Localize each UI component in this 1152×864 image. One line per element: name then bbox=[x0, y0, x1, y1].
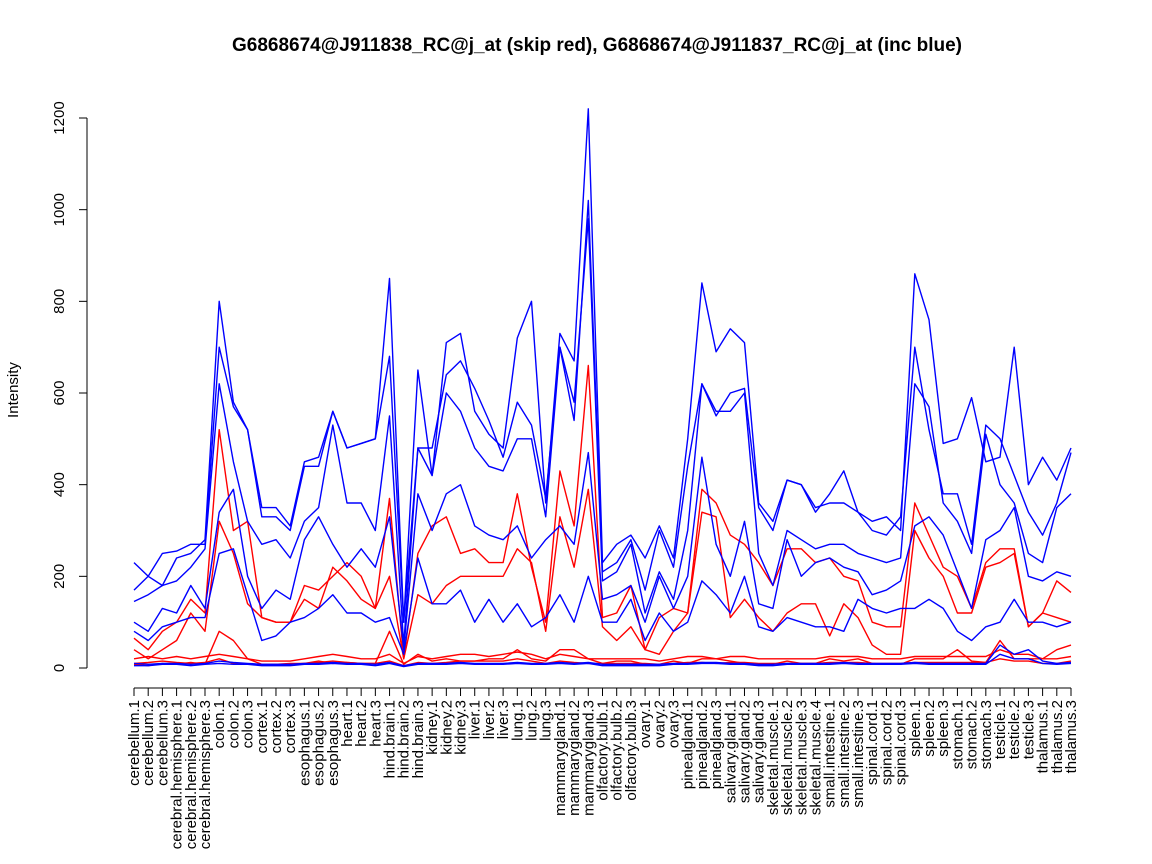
x-tick-label: heart.3 bbox=[367, 700, 384, 747]
x-tick-label: spleen.3 bbox=[935, 700, 952, 757]
x-tick-label: testicle.3 bbox=[1020, 700, 1037, 759]
x-tick-label: mammarygland.1 bbox=[552, 700, 569, 816]
y-tick-label: 0 bbox=[51, 664, 68, 672]
x-tick-label: kidney.2 bbox=[438, 700, 455, 755]
y-tick-label: 400 bbox=[51, 472, 68, 497]
x-tick-label: lung.3 bbox=[538, 700, 555, 741]
x-tick-label: lung.1 bbox=[509, 700, 526, 741]
series-line-inc-11 bbox=[133, 644, 1072, 667]
x-tick-label: cerebral.hemisphere.2 bbox=[183, 700, 200, 849]
x-tick-label: salivary.gland.2 bbox=[736, 700, 753, 803]
x-tick-label: salivary.gland.3 bbox=[751, 700, 768, 803]
y-axis-label: Intensity bbox=[5, 362, 22, 418]
y-tick-label: 1200 bbox=[51, 101, 68, 134]
x-tick-label: spleen.2 bbox=[921, 700, 938, 757]
x-tick-label: cerebellum.2 bbox=[140, 700, 157, 786]
series-line-skip-5 bbox=[133, 630, 1072, 667]
x-tick-label: cortex.3 bbox=[282, 700, 299, 753]
x-tick-label: esophagus.3 bbox=[325, 700, 342, 786]
x-tick-label: pinealgland.3 bbox=[708, 700, 725, 789]
x-tick-label: cerebellum.3 bbox=[154, 700, 171, 786]
series-line-skip-4 bbox=[133, 364, 1072, 660]
x-tick-label: olfactory.bulb.2 bbox=[609, 700, 626, 801]
series-line-inc-8 bbox=[133, 218, 1072, 646]
x-tick-label: hind.brain.3 bbox=[410, 700, 427, 778]
x-tick-label: small.intestine.2 bbox=[836, 700, 853, 808]
x-tick-label: skeletal.muscle.2 bbox=[779, 700, 796, 815]
x-tick-label: small.intestine.3 bbox=[850, 700, 867, 808]
y-axis: 0 200 400 600 800 1000 1200 bbox=[51, 101, 88, 672]
x-tick-label: spinal.cord.3 bbox=[893, 700, 910, 785]
x-tick-label: colon.2 bbox=[225, 700, 242, 748]
x-tick-label: colon.1 bbox=[211, 700, 228, 748]
x-tick-label: olfactory.bulb.3 bbox=[623, 700, 640, 801]
x-tick-label: spinal.cord.1 bbox=[864, 700, 881, 785]
chart-title: G6868674@J911838_RC@j_at (skip red), G68… bbox=[232, 35, 962, 56]
x-tick-label: heart.1 bbox=[339, 700, 356, 747]
x-tick-label: stomach.2 bbox=[964, 700, 981, 769]
series-line-inc-12 bbox=[134, 653, 1072, 668]
y-tick-label: 800 bbox=[51, 289, 68, 314]
x-tick-label: cortex.1 bbox=[254, 700, 271, 753]
x-tick-label: kidney.3 bbox=[453, 700, 470, 755]
x-tick-label: pinealgland.1 bbox=[680, 700, 697, 789]
series-line-inc-6 bbox=[133, 108, 1072, 623]
x-tick-label: lung.2 bbox=[524, 700, 541, 741]
series-layer bbox=[133, 108, 1072, 668]
x-tick-label: small.intestine.1 bbox=[822, 700, 839, 808]
x-tick-label: cerebral.hemisphere.3 bbox=[197, 700, 214, 849]
x-tick-label: mammarygland.2 bbox=[566, 700, 583, 816]
y-tick-label: 1000 bbox=[51, 193, 68, 226]
x-tick-label: esophagus.2 bbox=[311, 700, 328, 786]
x-tick-label: skeletal.muscle.4 bbox=[807, 700, 824, 815]
y-tick-label: 600 bbox=[51, 380, 68, 405]
series-line-inc-9 bbox=[133, 451, 1072, 651]
x-tick-label: spinal.cord.2 bbox=[878, 700, 895, 785]
x-axis: cerebellum.1cerebellum.2cerebellum.3cere… bbox=[126, 687, 1080, 849]
x-tick-label: hind.brain.1 bbox=[382, 700, 399, 778]
x-tick-label: ovary.1 bbox=[637, 700, 654, 748]
x-tick-label: skeletal.muscle.3 bbox=[793, 700, 810, 815]
x-tick-label: liver.1 bbox=[467, 700, 484, 739]
x-tick-label: mammarygland.3 bbox=[580, 700, 597, 816]
x-tick-label: colon.3 bbox=[240, 700, 257, 748]
x-tick-label: salivary.gland.1 bbox=[722, 700, 739, 803]
x-tick-label: cerebellum.1 bbox=[126, 700, 143, 786]
x-tick-label: thalamus.3 bbox=[1063, 700, 1080, 773]
y-tick-label: 200 bbox=[51, 564, 68, 589]
x-tick-label: ovary.3 bbox=[665, 700, 682, 748]
x-tick-label: testicle.1 bbox=[992, 700, 1009, 759]
x-tick-label: stomach.1 bbox=[949, 700, 966, 769]
x-tick-label: kidney.1 bbox=[424, 700, 441, 755]
x-tick-label: thalamus.1 bbox=[1035, 700, 1052, 773]
x-tick-label: ovary.2 bbox=[651, 700, 668, 748]
series-line-inc-10 bbox=[133, 548, 1072, 655]
x-tick-label: hind.brain.2 bbox=[396, 700, 413, 778]
x-tick-label: thalamus.2 bbox=[1049, 700, 1066, 773]
x-tick-label: cortex.2 bbox=[268, 700, 285, 753]
x-tick-label: heart.2 bbox=[353, 700, 370, 747]
x-tick-label: olfactory.bulb.1 bbox=[595, 700, 612, 801]
x-tick-label: liver.2 bbox=[481, 700, 498, 739]
x-tick-label: pinealgland.2 bbox=[694, 700, 711, 789]
x-tick-label: liver.3 bbox=[495, 700, 512, 739]
x-tick-label: skeletal.muscle.1 bbox=[765, 700, 782, 815]
x-tick-label: testicle.2 bbox=[1006, 700, 1023, 759]
series-line-skip-2 bbox=[133, 649, 1072, 665]
x-tick-label: stomach.3 bbox=[978, 700, 995, 769]
x-tick-label: cerebral.hemisphere.1 bbox=[169, 700, 186, 849]
x-tick-label: esophagus.1 bbox=[296, 700, 313, 786]
x-tick-label: spleen.1 bbox=[907, 700, 924, 757]
